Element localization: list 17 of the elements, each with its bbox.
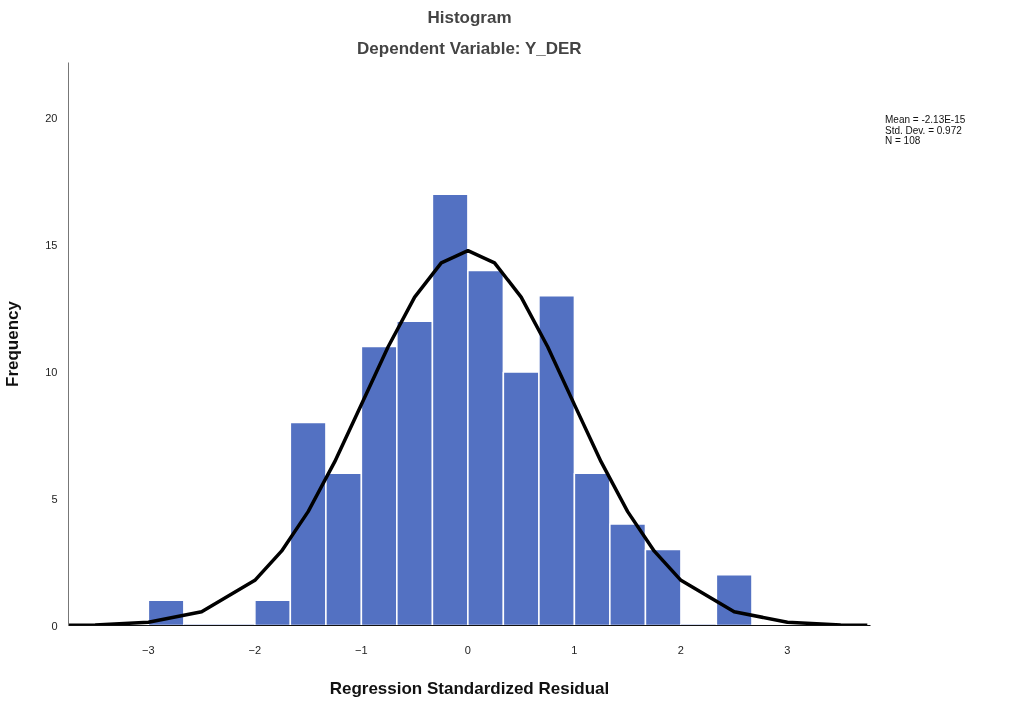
x-tick-label: 0 [464,643,471,656]
y-tick-label: 20 [45,112,58,125]
x-tick-label: −2 [248,643,262,656]
x-tick-label: 3 [784,643,791,656]
x-tick-label: 2 [677,643,684,656]
text: Mean = -2.13E-15 Std. Dev. = 0.972 N = 108 [885,114,966,147]
x-tick-label: −3 [142,643,155,656]
y-tick-label: 0 [51,619,58,632]
y-tick-label: 5 [51,492,58,505]
y-axis-title: Frequency [3,300,23,387]
x-tick-label: 1 [571,643,578,656]
x-tick-label: −1 [355,643,368,656]
chart-title: Histogram [427,7,512,27]
chart-subtitle: Dependent Variable: Y_DER [357,38,582,58]
y-tick-label: 10 [45,365,58,378]
y-tick-label: 15 [45,239,58,252]
x-axis-title: Regression Standardized Residual [329,678,610,698]
